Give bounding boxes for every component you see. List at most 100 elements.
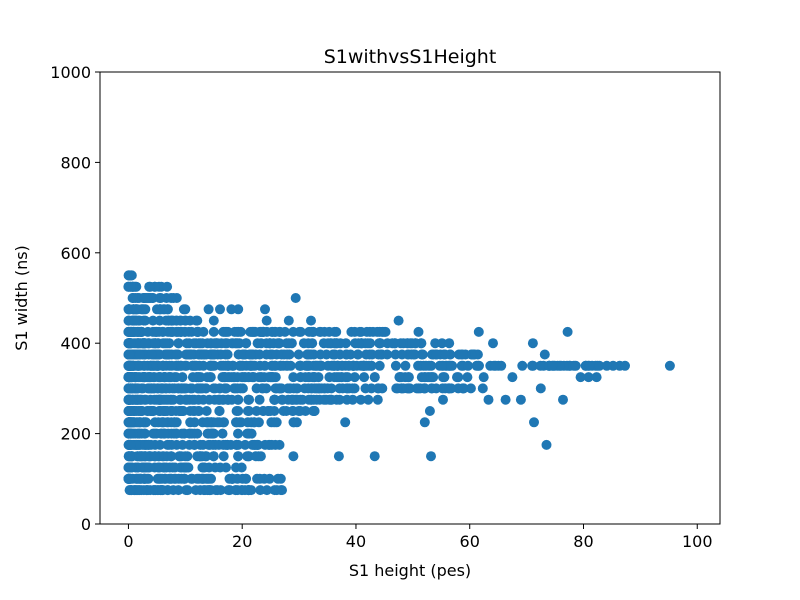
data-point — [240, 439, 251, 450]
data-point — [179, 473, 190, 484]
data-point — [403, 372, 414, 383]
data-point — [278, 406, 289, 416]
data-point — [192, 315, 203, 326]
data-point — [226, 394, 237, 405]
data-point — [254, 372, 265, 383]
data-point — [558, 394, 568, 405]
data-point — [535, 360, 546, 371]
data-point — [146, 383, 157, 394]
data-point — [132, 383, 143, 394]
data-point — [463, 360, 473, 371]
data-point — [324, 326, 335, 337]
data-point — [457, 349, 468, 360]
data-point — [251, 439, 262, 450]
data-point — [171, 428, 182, 439]
data-point — [198, 326, 209, 337]
data-point — [163, 372, 174, 383]
data-point — [362, 338, 373, 349]
data-point — [369, 372, 380, 383]
data-point — [179, 383, 190, 394]
x-tick-label: 20 — [232, 532, 252, 551]
data-point — [428, 372, 439, 383]
data-point — [570, 360, 581, 371]
data-point — [135, 417, 146, 428]
data-point — [199, 349, 209, 360]
data-point — [375, 338, 386, 349]
data-point — [359, 372, 370, 383]
data-point — [243, 451, 254, 462]
data-point — [125, 394, 136, 405]
data-point — [228, 372, 239, 383]
data-point — [541, 439, 552, 450]
data-point — [293, 349, 304, 360]
data-point — [226, 304, 237, 315]
data-point — [136, 451, 147, 462]
data-point — [218, 372, 229, 383]
data-point — [154, 304, 165, 315]
data-point — [337, 383, 348, 394]
data-point — [157, 485, 168, 496]
data-point — [190, 485, 201, 496]
data-point — [162, 281, 173, 292]
data-point — [222, 349, 233, 360]
data-point — [343, 360, 354, 371]
data-point — [298, 338, 309, 349]
data-point — [240, 473, 251, 484]
data-point — [287, 394, 297, 405]
data-point — [123, 304, 134, 315]
data-point — [135, 406, 145, 416]
data-point — [186, 349, 196, 360]
data-point — [195, 451, 205, 462]
data-point — [457, 383, 468, 394]
data-point — [300, 360, 311, 371]
data-point — [233, 451, 244, 462]
data-point — [142, 326, 153, 337]
data-point — [208, 315, 219, 326]
data-point — [419, 417, 430, 428]
data-point — [257, 383, 268, 394]
data-point — [431, 349, 442, 360]
data-point — [319, 394, 330, 405]
data-point — [500, 394, 511, 405]
data-point — [149, 451, 160, 462]
data-point — [271, 485, 282, 496]
data-point — [214, 406, 225, 416]
data-point — [192, 428, 203, 439]
data-point — [290, 293, 301, 303]
data-point — [345, 349, 356, 360]
data-point — [160, 406, 171, 416]
data-point — [139, 372, 150, 383]
data-point — [620, 360, 630, 371]
data-point — [261, 485, 272, 496]
data-point — [163, 349, 174, 360]
data-point — [146, 406, 156, 416]
data-point — [265, 338, 276, 349]
data-point — [444, 338, 455, 349]
data-point — [140, 338, 151, 349]
data-point — [242, 406, 253, 416]
data-point — [161, 315, 171, 326]
y-tick-label: 200 — [60, 425, 91, 444]
data-point — [154, 372, 165, 383]
data-point — [282, 360, 293, 371]
x-axis: 0 20 40 60 80 100 — [123, 524, 713, 551]
data-point — [277, 394, 288, 405]
data-point — [400, 360, 411, 371]
data-point — [175, 394, 185, 405]
data-point — [143, 473, 154, 484]
data-point — [132, 360, 143, 371]
data-point — [288, 372, 299, 383]
data-point — [181, 338, 192, 349]
data-point — [124, 473, 135, 484]
data-point — [231, 439, 242, 450]
data-point — [166, 439, 177, 450]
data-point — [473, 326, 484, 337]
data-point — [265, 406, 276, 416]
data-point — [126, 270, 137, 281]
data-point — [174, 406, 185, 416]
data-point — [177, 372, 188, 383]
data-point — [547, 360, 558, 371]
data-point — [265, 372, 276, 383]
data-point — [594, 360, 605, 371]
